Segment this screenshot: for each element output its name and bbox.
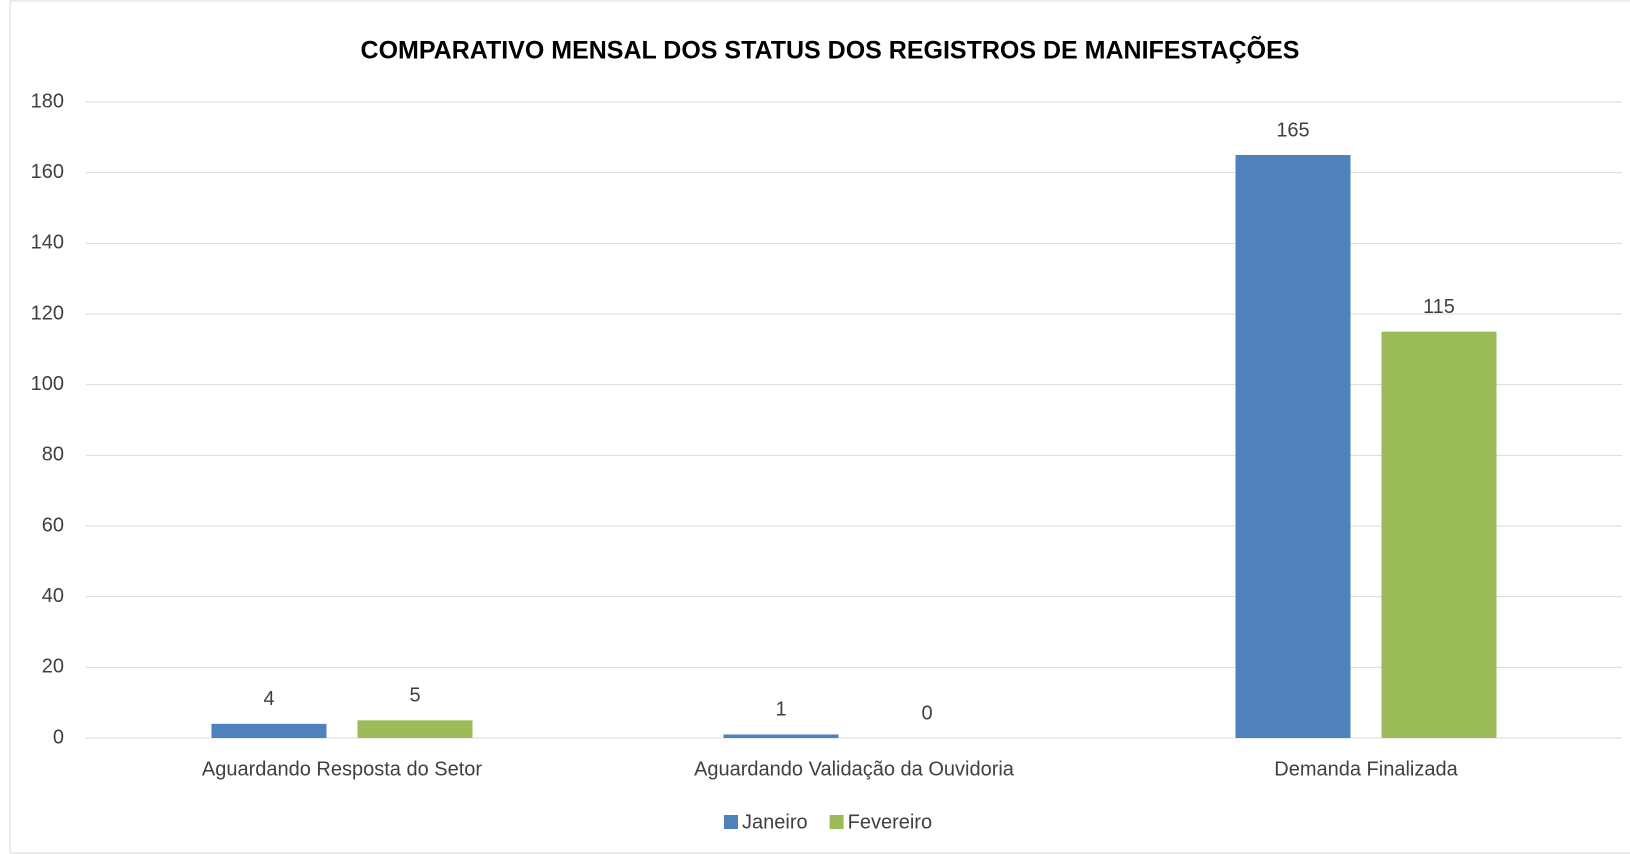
chart-frame <box>9 0 1630 854</box>
bar <box>357 720 473 738</box>
bar <box>723 734 839 738</box>
y-tick-label: 20 <box>42 656 64 678</box>
legend-label: Fevereiro <box>848 811 932 833</box>
x-tick-label: Aguardando Resposta do Setor <box>202 758 483 780</box>
legend-label: Janeiro <box>742 811 808 833</box>
value-label: 4 <box>263 688 274 710</box>
y-tick-label: 40 <box>42 585 64 607</box>
chart-title: COMPARATIVO MENSAL DOS STATUS DOS REGIST… <box>361 35 1300 65</box>
value-label: 165 <box>1276 119 1309 141</box>
x-tick-label: Aguardando Validação da Ouvidoria <box>694 758 1015 780</box>
value-label: 115 <box>1423 296 1455 318</box>
y-tick-label: 80 <box>42 444 64 466</box>
y-tick-label: 180 <box>31 90 64 112</box>
x-tick-label: Demanda Finalizada <box>1274 758 1458 780</box>
legend-swatch <box>829 815 844 829</box>
bar <box>1235 155 1351 738</box>
legend-swatch <box>724 815 738 829</box>
value-label: 5 <box>409 685 420 707</box>
bar <box>1381 331 1497 738</box>
y-tick-label: 100 <box>31 373 64 395</box>
bar <box>211 723 327 738</box>
y-tick-label: 160 <box>31 161 64 183</box>
value-label: 0 <box>921 702 932 724</box>
y-tick-label: 140 <box>31 232 64 254</box>
value-label: 1 <box>775 699 786 721</box>
y-tick-label: 60 <box>42 514 64 536</box>
y-tick-label: 120 <box>31 302 64 324</box>
y-tick-label: 0 <box>53 726 64 748</box>
